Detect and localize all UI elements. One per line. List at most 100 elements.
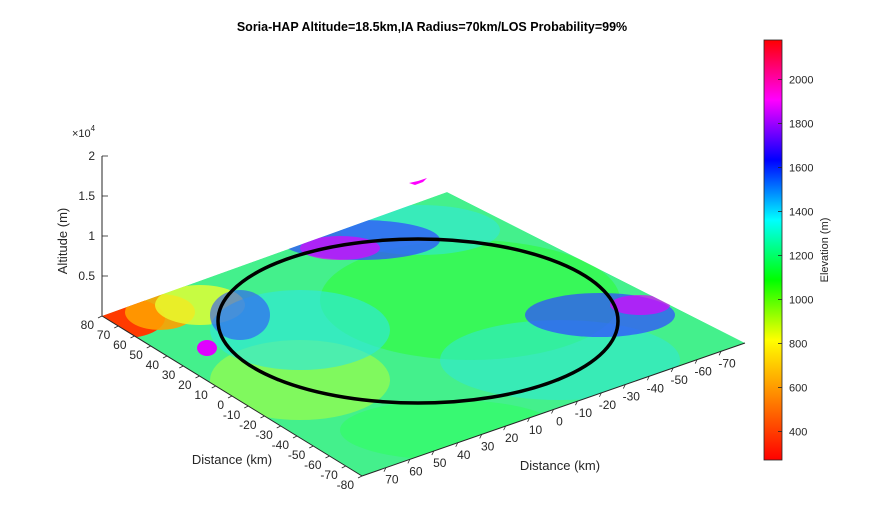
colorbar-tick-label: 1400 — [789, 207, 813, 219]
y-tick-mark — [97, 315, 103, 319]
x-tick-mark — [383, 467, 387, 472]
x-tick-mark — [599, 392, 602, 398]
y-tick-label: 40 — [146, 358, 160, 372]
y-tick-mark — [292, 435, 298, 439]
x-tick-mark — [622, 384, 626, 389]
colorbar-tick-label: 600 — [789, 382, 807, 394]
terrain-ridge-north-peak — [300, 236, 380, 260]
y-tick-label: 60 — [113, 338, 127, 352]
colorbar-tick-label: 1200 — [789, 250, 813, 262]
hap-marker — [409, 178, 427, 185]
y-axis-label: Distance (km) — [192, 452, 272, 467]
y-tick-mark — [276, 425, 281, 429]
x-tick-label: 40 — [457, 448, 471, 462]
x-tick-label: 30 — [481, 439, 495, 453]
x-axis-ticks: 70 60 50 40 30 20 10 0 -10 -20 -30 -40 -50 -60 -70 — [383, 351, 736, 487]
y-tick-mark — [114, 325, 119, 329]
x-tick-mark — [670, 367, 674, 373]
y-tick-mark — [325, 455, 330, 459]
y-tick-label: -40 — [272, 438, 290, 452]
colorbar-label: Elevation (m) — [819, 218, 831, 283]
x-tick-mark — [718, 351, 722, 356]
x-tick-mark — [431, 450, 435, 456]
x-tick-mark — [551, 409, 554, 414]
terrain-peak-southwest — [197, 340, 217, 356]
y-tick-label: -10 — [223, 408, 241, 422]
colorbar-tick-label: 2000 — [789, 75, 813, 87]
colorbar-rect — [763, 39, 783, 461]
chart-title: Soria-HAP Altitude=18.5km,IA Radius=70km… — [237, 20, 627, 34]
x-tick-mark — [646, 376, 650, 381]
y-tick-mark — [179, 365, 184, 369]
y-tick-mark — [195, 375, 200, 379]
x-tick-label: -30 — [623, 390, 641, 404]
x-tick-label: -10 — [575, 406, 593, 420]
colorbar-tick-label: 1600 — [789, 163, 813, 175]
colorbar-tick-label: 400 — [789, 426, 807, 438]
x-tick-label: 50 — [433, 456, 447, 470]
z-tick-label: 1.5 — [78, 189, 95, 203]
colorbar-tick-label: 1800 — [789, 119, 813, 131]
terrain-surface — [102, 192, 745, 476]
z-axis: 0.5 1 1.5 2 ×104 Altitude (m) — [55, 124, 108, 316]
x-tick-label: -40 — [647, 381, 665, 395]
x-tick-label: -20 — [599, 398, 617, 412]
y-tick-mark — [162, 355, 168, 359]
y-tick-label: -20 — [239, 418, 257, 432]
y-tick-label: -80 — [337, 478, 355, 492]
z-axis-label: Altitude (m) — [55, 208, 70, 274]
y-tick-label: -60 — [304, 458, 322, 472]
y-tick-mark — [146, 345, 151, 349]
y-tick-label: -30 — [255, 428, 273, 442]
y-tick-label: 80 — [81, 318, 95, 332]
z-tick-label: 1 — [88, 229, 95, 243]
z-axis-ticks: 0.5 1 1.5 2 — [78, 149, 108, 283]
z-tick-label: 0.5 — [78, 269, 95, 283]
x-tick-mark — [455, 442, 459, 447]
x-tick-label: 70 — [385, 473, 399, 487]
x-tick-mark — [407, 459, 411, 464]
terrain-plateau-2 — [440, 320, 680, 400]
colorbar-tick-label: 800 — [789, 338, 807, 350]
y-tick-label: 70 — [97, 328, 111, 342]
colorbar-ticks: 2000 1800 1600 1400 1200 1000 800 600 400 — [778, 75, 813, 438]
x-tick-mark — [479, 434, 483, 439]
coverage-circle — [216, 237, 620, 405]
y-tick-label: 20 — [178, 378, 192, 392]
x-axis: 70 60 50 40 30 20 10 0 -10 -20 -30 -40 -50 -60 -70 Dis… — [361, 342, 746, 487]
x-tick-mark — [503, 425, 506, 431]
y-tick-mark — [260, 415, 265, 419]
terrain-south-green — [340, 400, 560, 460]
y-tick-mark — [130, 335, 135, 339]
x-tick-label: 10 — [529, 423, 543, 437]
z-axis-multiplier: ×104 — [72, 124, 96, 140]
y-tick-label: -70 — [320, 468, 338, 482]
y-tick-mark — [211, 385, 216, 389]
y-tick-mark — [227, 395, 233, 399]
y-tick-mark — [309, 445, 314, 449]
x-tick-label: -50 — [671, 373, 689, 387]
colorbar: 2000 1800 1600 1400 1200 1000 800 600 400 Elevat… — [763, 39, 831, 461]
x-tick-label: -70 — [718, 356, 736, 370]
y-tick-label: 10 — [194, 388, 208, 402]
y-tick-mark — [357, 475, 363, 479]
x-tick-mark — [694, 359, 698, 364]
z-tick-label: 2 — [88, 149, 95, 163]
y-tick-label: 50 — [129, 348, 143, 362]
y-tick-mark — [341, 465, 346, 469]
y-tick-label: 0 — [217, 398, 224, 412]
x-tick-mark — [527, 417, 530, 422]
x-tick-label: 60 — [409, 464, 423, 478]
x-tick-label: -60 — [694, 365, 712, 379]
terrain-ridge-east-peak — [610, 295, 670, 315]
y-tick-label: 30 — [162, 368, 176, 382]
x-tick-label: 0 — [556, 415, 563, 429]
x-tick-label: 20 — [505, 431, 519, 445]
colorbar-tick-label: 1000 — [789, 294, 813, 306]
y-tick-mark — [244, 405, 249, 409]
y-tick-label: -50 — [288, 448, 306, 462]
x-tick-mark — [575, 401, 578, 406]
